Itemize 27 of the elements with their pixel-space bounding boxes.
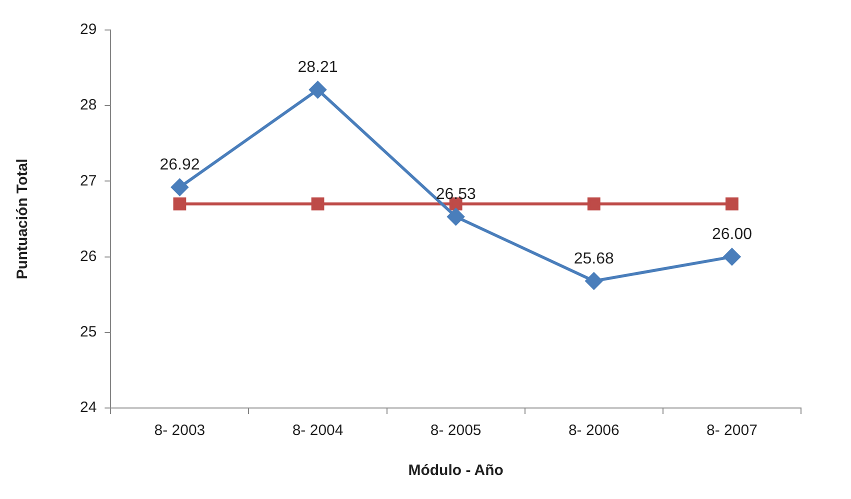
- y-tick-label: 24: [80, 399, 97, 416]
- point: [585, 272, 602, 290]
- data-label: 26.53: [436, 186, 476, 204]
- point: [587, 197, 600, 210]
- y-tick-label: 29: [80, 21, 97, 38]
- point: [723, 248, 740, 266]
- y-tick-label: 26: [80, 248, 97, 265]
- point: [311, 197, 324, 210]
- x-tick-label: 8- 2003: [154, 422, 206, 440]
- point: [447, 208, 464, 226]
- point: [171, 178, 188, 196]
- y-tick-label: 25: [80, 324, 97, 341]
- data-label: 25.68: [574, 250, 614, 268]
- x-tick-label: 8- 2007: [706, 422, 758, 440]
- point: [726, 197, 738, 210]
- point: [173, 197, 186, 210]
- y-tick-label: 27: [80, 172, 97, 190]
- data-label: 28.21: [298, 59, 338, 76]
- point: [309, 81, 326, 98]
- data-label: 26.00: [712, 226, 752, 244]
- y-tick-label: 28: [80, 96, 97, 114]
- x-tick-label: 8- 2004: [292, 422, 344, 440]
- y-axis-title: Puntuación Total: [14, 158, 32, 280]
- data-label: 26.92: [160, 156, 200, 174]
- x-tick-label: 8- 2006: [568, 422, 620, 440]
- x-tick-label: 8- 2005: [430, 422, 482, 440]
- x-axis-title: Módulo - Año: [408, 462, 504, 480]
